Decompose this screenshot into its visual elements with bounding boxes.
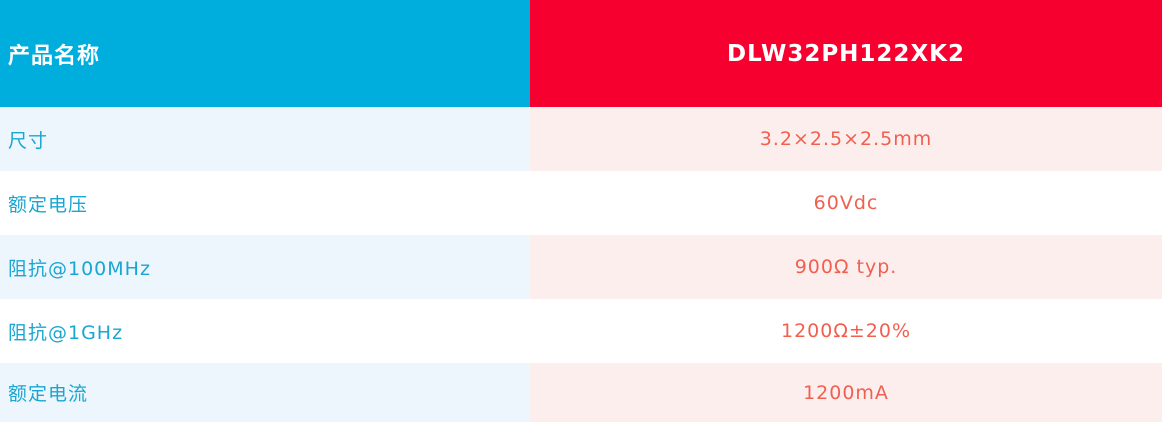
table-row: 额定电压 60Vdc [0,171,1162,235]
row-label: 额定电压 [8,193,89,216]
row-value: 60Vdc [813,192,879,214]
row-label: 额定电流 [0,363,530,422]
header-label: 产品名称 [0,0,530,107]
table-row: 阻抗@100MHz 900Ω typ. [0,235,1162,299]
row-value: 1200Ω±20% [780,320,912,342]
table-row: 额定电流 1200mA [0,363,1162,422]
row-value: 3.2×2.5×2.5mm [530,107,1162,171]
row-label: 尺寸 [0,107,530,171]
table-header-row: 产品名称 DLW32PH122XK2 [0,0,1162,107]
row-label: 阻抗@100MHz [0,235,530,299]
row-label: 阻抗@1GHz [8,321,124,344]
table-row: 尺寸 3.2×2.5×2.5mm [0,107,1162,171]
table-row: 阻抗@1GHz 1200Ω±20% [0,299,1162,363]
header-product-name: DLW32PH122XK2 [530,0,1162,107]
row-value: 1200mA [530,363,1162,422]
row-value: 900Ω typ. [530,235,1162,299]
